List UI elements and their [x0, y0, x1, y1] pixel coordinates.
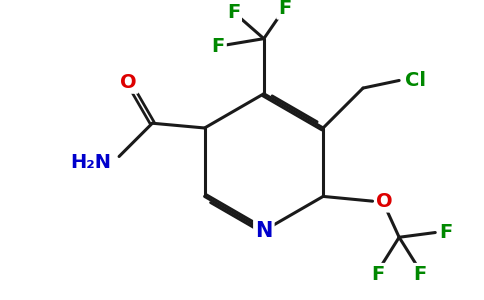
- Text: H₂N: H₂N: [71, 153, 111, 172]
- Text: N: N: [255, 220, 272, 241]
- Text: F: F: [439, 223, 453, 242]
- Text: Cl: Cl: [405, 71, 426, 90]
- Text: F: F: [212, 37, 225, 56]
- Text: F: F: [372, 265, 385, 284]
- Text: O: O: [377, 192, 393, 211]
- Text: F: F: [413, 265, 427, 284]
- Text: F: F: [278, 0, 291, 18]
- Text: O: O: [120, 73, 137, 92]
- Text: F: F: [227, 2, 240, 22]
